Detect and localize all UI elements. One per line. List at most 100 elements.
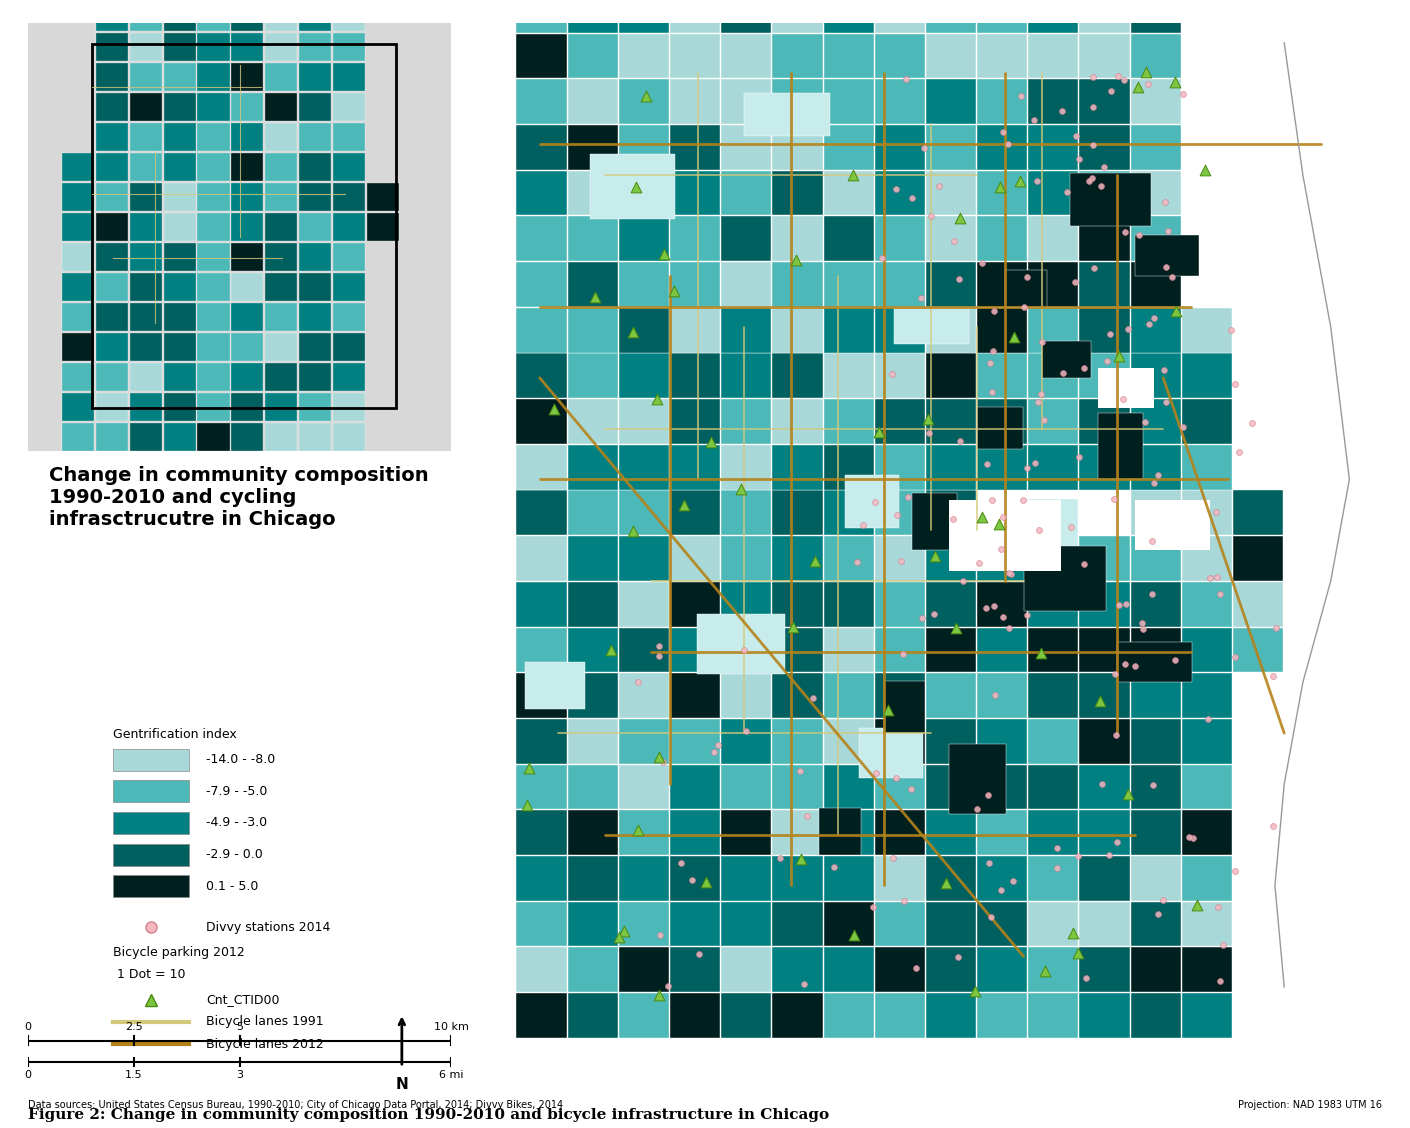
Bar (568, 0, 618, 33)
Bar (265, 92, 298, 121)
Point (1117, 319, 1139, 337)
Point (1206, 503, 1228, 521)
Point (653, 245, 675, 263)
Bar (1080, 262, 1129, 307)
Point (1008, 171, 1031, 190)
Point (1096, 352, 1118, 370)
Bar (516, 582, 567, 627)
Bar (516, 536, 567, 581)
Bar (130, 63, 162, 91)
Point (1115, 596, 1138, 614)
Bar (130, 393, 162, 421)
Bar (926, 262, 976, 307)
Bar (333, 213, 365, 241)
Bar (1080, 582, 1129, 627)
Bar (670, 536, 721, 581)
Point (911, 609, 933, 627)
Point (634, 87, 657, 105)
Bar (96, 2, 128, 32)
Bar (197, 92, 230, 121)
Point (733, 641, 756, 659)
Point (1127, 78, 1149, 96)
Bar (823, 0, 874, 33)
Bar (130, 33, 162, 61)
Bar (949, 500, 1060, 571)
Point (980, 382, 1003, 400)
Bar (299, 63, 331, 91)
Bar (722, 353, 771, 398)
Bar (96, 393, 128, 421)
Point (1141, 585, 1163, 603)
Point (1207, 898, 1230, 916)
Bar (697, 615, 785, 673)
Bar (1131, 810, 1180, 855)
Bar (884, 681, 925, 733)
Bar (926, 491, 976, 536)
Bar (197, 152, 230, 182)
Bar (823, 901, 874, 946)
Bar (299, 302, 331, 332)
Bar (113, 749, 189, 770)
Point (1089, 691, 1111, 710)
Bar (949, 744, 1005, 814)
Point (1081, 98, 1104, 116)
Point (649, 926, 671, 944)
Bar (164, 63, 196, 91)
Bar (670, 627, 721, 672)
Point (1066, 944, 1089, 962)
Point (646, 390, 668, 408)
Point (1045, 839, 1067, 857)
Bar (926, 34, 976, 79)
Bar (265, 2, 298, 32)
Bar (1182, 308, 1232, 352)
Bar (1028, 673, 1079, 719)
Bar (670, 125, 721, 170)
Bar (874, 0, 925, 33)
Bar (1028, 582, 1079, 627)
Point (1138, 315, 1160, 333)
Text: Bicycle lanes 2012: Bicycle lanes 2012 (206, 1038, 324, 1050)
Point (1067, 448, 1090, 466)
Bar (619, 170, 668, 215)
Bar (874, 948, 925, 993)
Bar (231, 393, 264, 421)
Point (1107, 597, 1129, 615)
Bar (773, 308, 822, 352)
Bar (568, 719, 618, 764)
Bar (568, 948, 618, 993)
Bar (1080, 810, 1129, 855)
Bar (130, 423, 162, 451)
Bar (299, 243, 331, 271)
Bar (773, 444, 822, 490)
Point (612, 922, 634, 940)
Point (706, 737, 729, 755)
Point (1022, 111, 1045, 129)
Point (1163, 73, 1186, 91)
Bar (722, 536, 771, 581)
Point (870, 249, 893, 267)
Bar (231, 363, 264, 391)
Point (1083, 259, 1105, 277)
Point (1031, 333, 1053, 351)
Bar (1131, 627, 1180, 672)
Point (670, 854, 692, 872)
Bar (197, 393, 230, 421)
Bar (977, 170, 1028, 215)
Point (730, 479, 753, 497)
Point (519, 759, 541, 777)
Bar (1005, 270, 1048, 307)
Bar (1028, 170, 1079, 215)
Point (1081, 136, 1104, 155)
Bar (874, 582, 925, 627)
Bar (1182, 582, 1232, 627)
Bar (1135, 500, 1210, 550)
Bar (568, 582, 618, 627)
Point (1074, 969, 1097, 987)
Point (1046, 858, 1069, 876)
Bar (670, 901, 721, 946)
Bar (773, 810, 822, 855)
Point (904, 960, 926, 978)
Point (804, 552, 826, 570)
Bar (670, 948, 721, 993)
Bar (823, 627, 874, 672)
